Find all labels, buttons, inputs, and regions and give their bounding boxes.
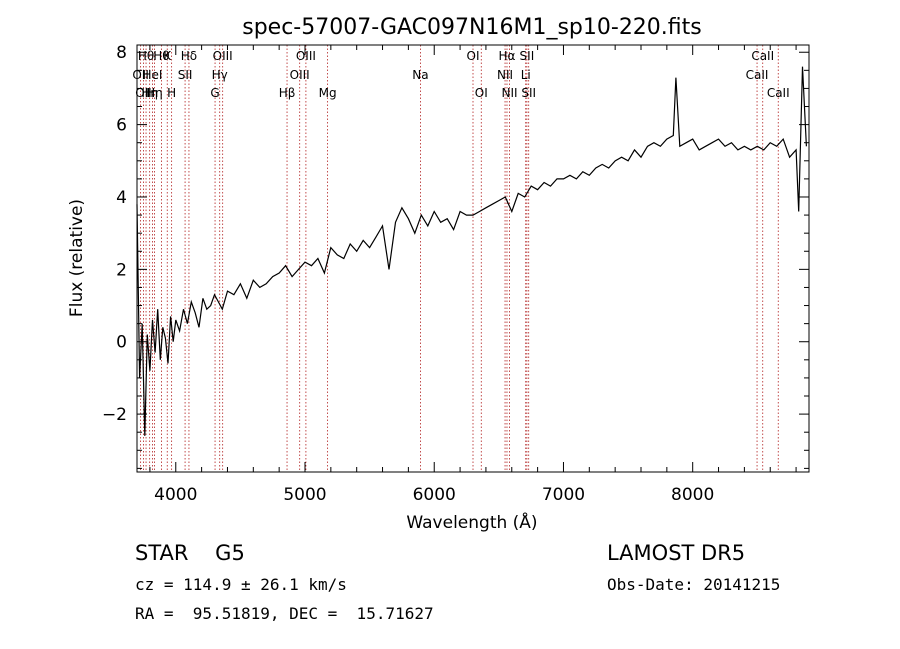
obs-date-text: Obs-Date: 20141215 <box>607 575 781 594</box>
chart-title: spec-57007-GAC097N16M1_sp10-220.fits <box>242 15 702 40</box>
spectrum-series-line <box>136 66 807 436</box>
y-tick-label: 6 <box>116 116 127 136</box>
y-axis-ticks: −2 0 2 4 6 8 <box>102 43 809 469</box>
line-label-hβ: Hβ <box>279 86 296 100</box>
y-tick-label: 0 <box>116 333 127 353</box>
y-tick-label: −2 <box>102 405 127 425</box>
line-label-oiii: OIII <box>290 68 310 82</box>
line-label-oiii: OIII <box>213 49 233 63</box>
line-label-sii: SII <box>178 68 193 82</box>
line-label-sii: SII <box>520 49 535 63</box>
line-label-oii: OII <box>132 68 149 82</box>
x-tick-label: 4000 <box>154 485 197 505</box>
line-label-hθ: Hθ <box>153 49 169 63</box>
line-label-h: H <box>167 86 176 100</box>
classification-text: STAR G5 <box>135 541 245 565</box>
x-axis-ticks: 4000 5000 6000 7000 8000 <box>149 45 797 505</box>
y-tick-label: 8 <box>116 43 127 63</box>
survey-text: LAMOST DR5 <box>607 541 746 565</box>
line-label-hθ: Hθ <box>138 49 154 63</box>
x-tick-label: 7000 <box>542 485 585 505</box>
coordinates-text: RA = 95.51819, DEC = 15.71627 <box>135 604 434 623</box>
plot-frame <box>136 44 810 473</box>
line-label-nii: NII <box>502 86 518 100</box>
line-label-li: Li <box>521 68 531 82</box>
line-label-oii: OII <box>135 86 152 100</box>
line-label-nii: NII <box>497 68 513 82</box>
line-label-na: Na <box>412 68 428 82</box>
line-label-hδ: Hδ <box>181 49 197 63</box>
x-tick-label: 8000 <box>671 485 714 505</box>
line-label-oi: OI <box>475 86 488 100</box>
line-label-g: G <box>210 86 219 100</box>
line-label-hα: Hα <box>499 49 516 63</box>
x-tick-label: 6000 <box>413 485 456 505</box>
y-tick-label: 2 <box>116 260 127 280</box>
line-label-caii: CaII <box>767 86 790 100</box>
y-tick-label: 4 <box>116 188 127 208</box>
line-label-hη: Hη <box>141 86 158 100</box>
redshift-text: cz = 114.9 ± 26.1 km/s <box>135 575 347 594</box>
line-label-hγ: Hγ <box>212 68 228 82</box>
line-label-mg: Mg <box>319 86 337 100</box>
line-label-hη: Hη <box>146 86 163 100</box>
line-label-hei: HeI <box>143 68 163 82</box>
line-label-caii: CaII <box>746 68 769 82</box>
spectral-line-markers <box>140 45 779 472</box>
y-axis-label: Flux (relative) <box>67 199 87 317</box>
line-label-oiii: OIII <box>296 49 316 63</box>
line-label-k: K <box>163 49 172 63</box>
spectral-line-labels: OIIOIIHθHηHeIHηHθKHSIIHδGHγOIIIHβOIIIOII… <box>132 49 789 100</box>
line-label-oi: OI <box>467 49 480 63</box>
x-axis-label: Wavelength (Å) <box>406 511 537 533</box>
x-tick-label: 5000 <box>283 485 326 505</box>
line-label-sii: SII <box>521 86 536 100</box>
line-label-caii: CaII <box>751 49 774 63</box>
